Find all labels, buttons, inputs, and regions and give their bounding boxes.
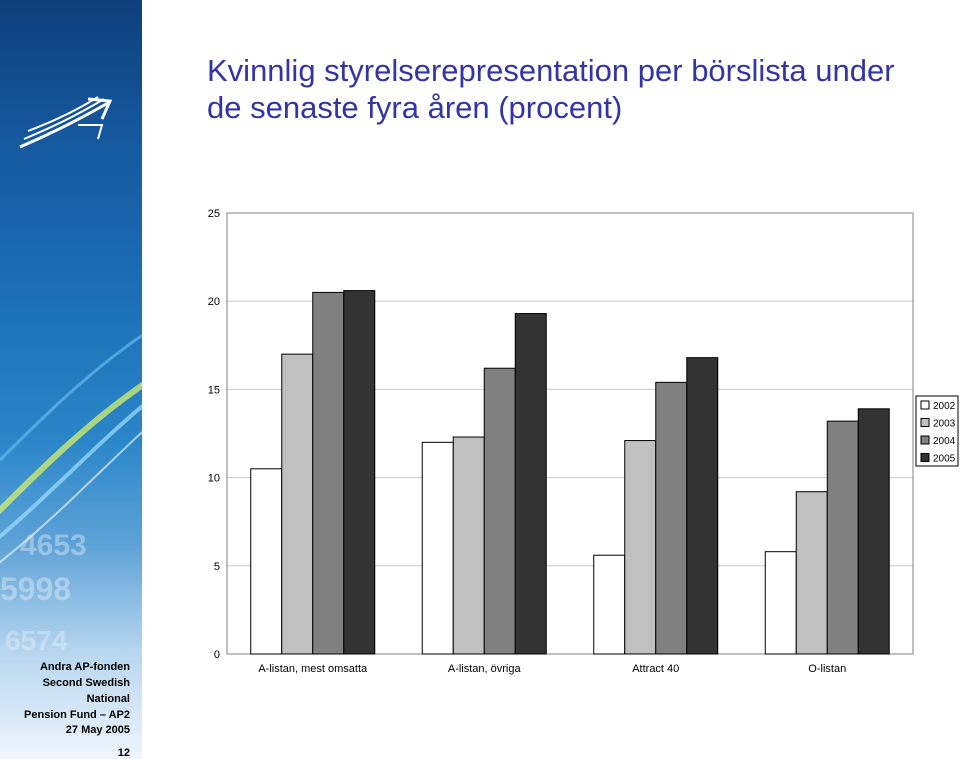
bar-2003-3 (624, 440, 657, 655)
ap2-arrows-logo-icon (19, 96, 113, 149)
y-tick-label: 20 (208, 296, 220, 308)
legend-swatch-2005 (920, 453, 930, 462)
y-tick-label: 25 (208, 208, 220, 220)
bar-2004-3 (655, 381, 688, 655)
x-category-label: Attract 40 (632, 663, 679, 675)
bar-2002-3 (593, 554, 626, 655)
x-category-label: A-listan, övriga (448, 663, 522, 675)
chart-legend: 2002 2003 2004 2005 (915, 395, 959, 467)
bar-2002-4 (764, 551, 797, 655)
legend-label-2005: 2005 (933, 454, 956, 465)
legend-label-2002: 2002 (933, 401, 956, 412)
bar-2003-4 (795, 491, 828, 655)
organization-line: Second Swedish National (42, 677, 130, 705)
svg-text:5998: 5998 (0, 571, 71, 607)
y-tick-label: 0 (214, 649, 220, 661)
legend-swatch-2004 (920, 435, 930, 445)
y-tick-label: 5 (214, 561, 220, 573)
bar-2003-1 (281, 353, 314, 655)
legend-swatch-2003 (920, 418, 930, 427)
x-category-label: O-listan (808, 663, 846, 675)
legend-label-2003: 2003 (933, 419, 956, 430)
x-category-label: A-listan, mest omsatta (258, 663, 368, 675)
bar-2004-2 (483, 367, 516, 655)
decorative-sidebar: 4653 5998 6574 Andra AP-fonden Second Sw… (0, 0, 142, 759)
bar-2002-2 (421, 441, 454, 655)
organization-name: Andra AP-fonden Second Swedish National … (0, 659, 130, 723)
bar-2004-1 (312, 291, 345, 655)
slide-date: 27 May 2005 (65, 724, 130, 736)
y-axis-tick-labels: 0 5 10 15 20 25 (208, 208, 220, 661)
legend-swatch-2002 (920, 400, 930, 410)
organization-line: Pension Fund – AP2 (24, 709, 130, 721)
bar-2005-1 (343, 290, 376, 655)
bar-2003-2 (452, 436, 485, 655)
chart-bars (250, 290, 890, 655)
svg-text:6574: 6574 (5, 625, 68, 656)
legend-label-2004: 2004 (933, 436, 956, 447)
sidebar-background-art: 4653 5998 6574 (0, 333, 142, 656)
organization-line: Andra AP-fonden (39, 661, 130, 673)
bar-2005-3 (686, 357, 719, 655)
x-axis-category-labels: A-listan, mest omsatta A-listan, övriga At… (258, 663, 846, 675)
plot-area (226, 212, 914, 655)
y-tick-label: 15 (208, 384, 220, 396)
bar-2005-2 (514, 313, 547, 655)
bar-2005-4 (857, 408, 890, 655)
page-number: 12 (117, 747, 130, 759)
bar-2004-4 (826, 420, 859, 655)
svg-text:4653: 4653 (20, 529, 87, 562)
slide-title: Kvinnlig styrelserepresentation per börs… (207, 53, 895, 125)
bar-2002-1 (250, 468, 283, 655)
y-tick-label: 10 (208, 473, 220, 485)
